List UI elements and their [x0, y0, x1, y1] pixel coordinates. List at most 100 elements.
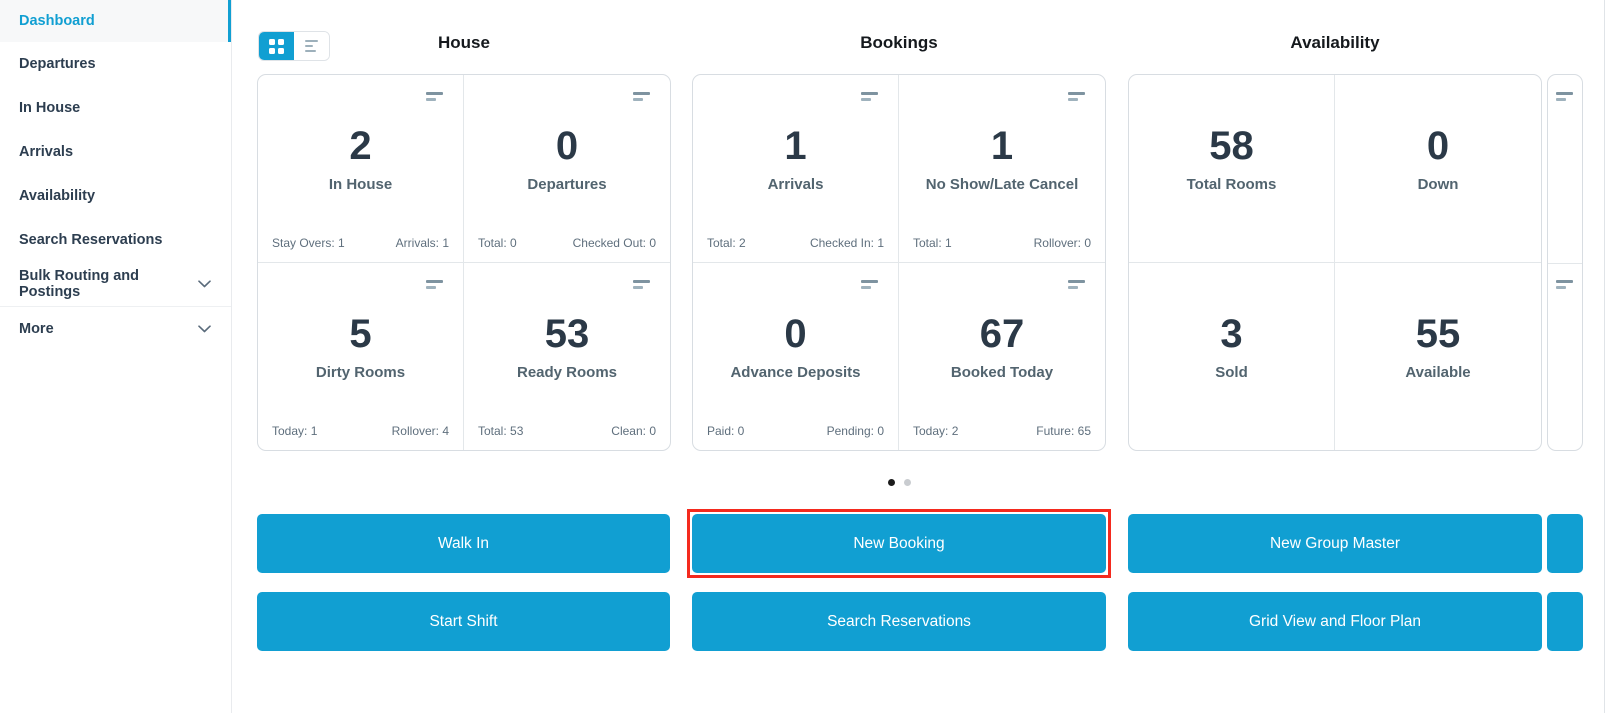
search-reservations-button[interactable]: Search Reservations	[692, 592, 1106, 651]
stat-footer-left: Stay Overs: 1	[272, 235, 345, 250]
stat-label: Available	[1405, 364, 1471, 382]
sidebar-item-label: Search Reservations	[19, 232, 163, 248]
grid-view-and-floor-plan-button[interactable]: Grid View and Floor Plan	[1128, 592, 1542, 651]
card-menu-icon[interactable]	[426, 279, 443, 289]
next-page-action-button[interactable]	[1547, 592, 1583, 651]
sidebar-item-dashboard[interactable]: Dashboard	[0, 0, 231, 42]
stat-footer-right: Checked Out: 0	[572, 235, 656, 250]
stat-label: Dirty Rooms	[315, 364, 406, 382]
carousel-dot[interactable]	[904, 479, 911, 486]
stat-label: No Show/Late Cancel	[925, 176, 1079, 194]
group-title-availability: Availability	[1290, 33, 1380, 52]
stat-value: 0	[784, 312, 807, 357]
stat-label: Down	[1417, 176, 1459, 194]
stat-card-booked-today: 67 Booked Today Today: 2 Future: 65	[899, 263, 1105, 451]
card-menu-icon[interactable]	[1068, 279, 1085, 289]
stat-label: Booked Today	[950, 364, 1054, 382]
stat-card-down: 0 Down	[1335, 75, 1541, 263]
sidebar-item-label: More	[19, 320, 54, 337]
stat-value: 58	[1209, 124, 1254, 169]
view-mode-toggle	[258, 31, 330, 61]
stat-card-advance-deposits: 0 Advance Deposits Paid: 0 Pending: 0	[693, 262, 899, 450]
card-menu-icon[interactable]	[633, 279, 650, 289]
stat-card-departures: 0 Departures Total: 0 Checked Out: 0	[464, 75, 670, 263]
carousel-dots	[257, 479, 1542, 486]
stat-footer-left: Total: 2	[707, 235, 746, 250]
stat-label: Sold	[1215, 364, 1248, 382]
card-menu-icon[interactable]	[426, 92, 443, 101]
stat-label: In House	[328, 176, 393, 194]
stat-footer-right: Checked In: 1	[809, 235, 884, 250]
stat-card-no-show-late-cancel: 1 No Show/Late Cancel Total: 1 Rollover: 0	[899, 75, 1105, 263]
group-title-bookings: Bookings	[860, 33, 938, 52]
stat-value: 0	[555, 124, 579, 169]
stat-card-dirty-rooms: 5 Dirty Rooms Today: 1 Rollover: 4	[258, 262, 464, 450]
stat-value: 67	[979, 312, 1025, 357]
sidebar-item-label: Departures	[19, 56, 96, 72]
stat-label: Advance Deposits	[730, 364, 861, 382]
sidebar-item-availability[interactable]: Availability	[0, 174, 231, 218]
stat-footer-right: Rollover: 4	[391, 424, 449, 438]
stat-footer-left: Total: 53	[478, 424, 524, 438]
stat-value: 55	[1415, 312, 1461, 357]
group-title-house: House	[438, 33, 490, 52]
stat-footer-left: Today: 2	[913, 424, 959, 438]
stat-footer-left: Paid: 0	[707, 424, 745, 438]
grid-view-button[interactable]	[259, 32, 294, 60]
stat-footer-right: Pending: 0	[826, 424, 884, 438]
stat-value: 5	[349, 312, 372, 357]
sidebar: Dashboard Departures In House Arrivals Avail…	[0, 0, 232, 713]
sidebar-item-label: Bulk Routing and Postings	[19, 268, 140, 300]
card-menu-icon[interactable]	[861, 279, 878, 289]
stat-card-arrivals: 1 Arrivals Total: 2 Checked In: 1	[693, 75, 899, 263]
start-shift-button[interactable]: Start Shift	[257, 592, 670, 651]
sidebar-item-in-house[interactable]: In House	[0, 86, 231, 130]
stat-value: 53	[544, 312, 590, 357]
sidebar-item-bulk-routing-and-postings[interactable]: Bulk Routing and Postings	[0, 262, 231, 306]
stat-label: Departures	[527, 176, 607, 194]
stat-card-sold: 3 Sold	[1129, 262, 1335, 450]
stat-footer-left: Today: 1	[272, 424, 318, 438]
stat-value: 0	[1426, 124, 1450, 169]
sidebar-item-label: Availability	[19, 188, 96, 204]
new-group-master-button[interactable]: New Group Master	[1128, 514, 1542, 573]
stat-card-ready-rooms: 53 Ready Rooms Total: 53 Clean: 0	[464, 263, 670, 451]
card-menu-icon[interactable]	[1556, 92, 1573, 101]
carousel-dot[interactable]	[888, 479, 895, 486]
stat-group-bookings: 1 Arrivals Total: 2 Checked In: 1 1 No Show/L…	[692, 74, 1106, 451]
list-icon	[305, 40, 318, 52]
grid-icon	[269, 38, 284, 54]
stat-footer-right: Future: 65	[1036, 424, 1091, 438]
card-menu-icon[interactable]	[861, 92, 878, 101]
stat-value: 2	[349, 124, 372, 169]
stat-card-available: 55 Available	[1335, 263, 1541, 451]
card-menu-icon[interactable]	[1068, 92, 1085, 101]
stat-value: 1	[784, 124, 807, 169]
stat-card-in-house: 2 In House Stay Overs: 1 Arrivals: 1	[258, 75, 464, 263]
walk-in-button[interactable]: Walk In	[257, 514, 670, 573]
stat-footer-left: Total: 0	[478, 235, 517, 250]
stat-footer-right: Clean: 0	[611, 424, 656, 438]
stat-group-availability: 58 Total Rooms 0 Down 3 Sold 55 Available	[1128, 74, 1542, 451]
sidebar-item-more[interactable]: More	[0, 306, 231, 350]
stat-value: 1	[990, 124, 1014, 169]
stat-footer-right: Arrivals: 1	[395, 235, 449, 250]
stat-label: Ready Rooms	[516, 364, 618, 382]
next-carousel-page-peek	[1547, 74, 1583, 451]
sidebar-item-search-reservations[interactable]: Search Reservations	[0, 218, 231, 262]
list-view-button[interactable]	[294, 32, 329, 60]
stat-footer-left: Total: 1	[913, 235, 952, 250]
stat-value: 3	[1220, 312, 1243, 357]
card-menu-icon[interactable]	[633, 92, 650, 101]
sidebar-item-arrivals[interactable]: Arrivals	[0, 130, 231, 174]
sidebar-item-label: In House	[19, 100, 81, 116]
card-menu-icon[interactable]	[1556, 280, 1573, 289]
sidebar-item-departures[interactable]: Departures	[0, 42, 231, 86]
stat-label: Total Rooms	[1186, 176, 1277, 194]
next-page-action-button[interactable]	[1547, 514, 1583, 573]
stat-footer-right: Rollover: 0	[1033, 235, 1091, 250]
stat-card-total-rooms: 58 Total Rooms	[1129, 75, 1335, 263]
new-booking-button[interactable]: New Booking	[692, 514, 1106, 573]
stat-label: Arrivals	[767, 176, 824, 194]
chevron-down-icon	[198, 324, 211, 333]
